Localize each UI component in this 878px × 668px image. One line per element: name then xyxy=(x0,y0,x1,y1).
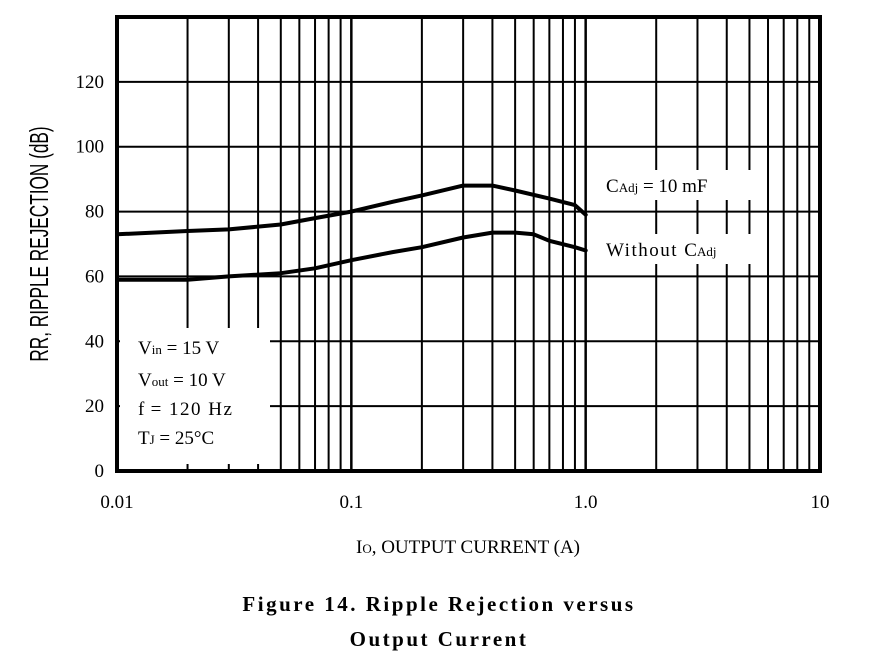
series-label-background xyxy=(601,234,753,264)
annotation-backgrounds xyxy=(120,170,753,464)
series-line-2 xyxy=(115,230,588,282)
x-tick-label: 0.01 xyxy=(100,492,133,513)
figure-caption-line1: Figure 14. Ripple Rejection versus xyxy=(242,592,636,616)
plot-frame xyxy=(115,15,822,473)
x-tick-label: 10 xyxy=(811,492,830,513)
grid xyxy=(117,17,820,471)
test-condition: Vout = 10 V xyxy=(138,370,226,391)
y-axis-label: RR, RIPPLE REJECTION (dB) xyxy=(24,126,54,361)
series-label-2: Without CAdj xyxy=(606,240,716,261)
test-condition: Vin = 15 V xyxy=(138,338,219,359)
test-condition: TJ = 25°C xyxy=(138,428,214,449)
test-condition: f = 120 Hz xyxy=(138,399,233,420)
y-tick-label: 60 xyxy=(85,266,104,287)
conditions-background xyxy=(120,328,270,464)
series-layer xyxy=(115,183,588,282)
x-tick-label: 1.0 xyxy=(574,492,598,513)
y-tick-label: 120 xyxy=(76,72,105,93)
series-line-1 xyxy=(115,183,588,237)
series-label-background xyxy=(601,170,751,200)
x-axis-label: IO, OUTPUT CURRENT (A) xyxy=(356,537,580,558)
annotations: CAdj = 10 mF Without CAdj Vin = 15 V Vout =… xyxy=(138,176,716,449)
series-label-1: CAdj = 10 mF xyxy=(606,176,708,197)
figure-caption-line2: Output Current xyxy=(349,627,529,651)
y-tick-label: 40 xyxy=(85,331,104,352)
y-tick-label: 20 xyxy=(85,396,104,417)
x-tick-label: 0.1 xyxy=(339,492,363,513)
axis-labels: IO, OUTPUT CURRENT (A) RR, RIPPLE REJECTI… xyxy=(24,126,580,558)
y-tick-label: 100 xyxy=(76,137,105,158)
y-tick-label: 0 xyxy=(95,461,105,482)
y-tick-label: 80 xyxy=(85,202,104,223)
